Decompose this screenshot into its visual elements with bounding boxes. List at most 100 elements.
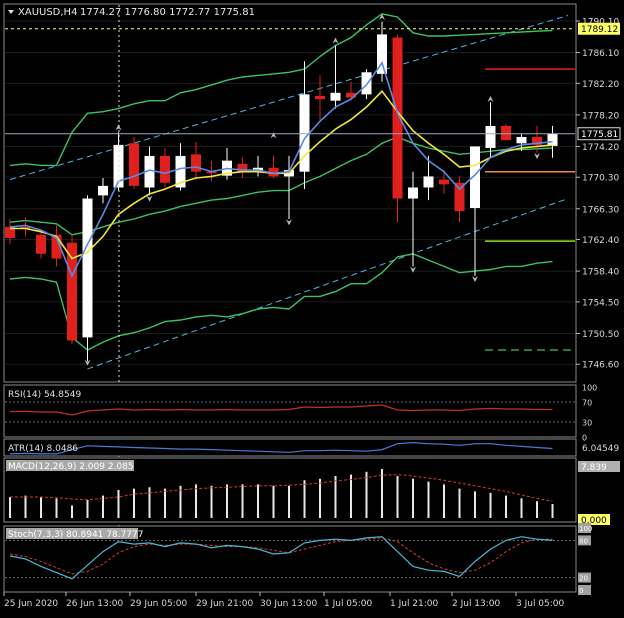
candle-bull — [485, 125, 496, 149]
candle-bear — [454, 182, 465, 212]
stoch-panel[interactable]: Stoch(7,3,3) 80.8941 78.7777 — [3, 525, 577, 593]
candle-bull — [361, 72, 372, 95]
candle-bear — [532, 136, 542, 145]
rsi-scale-label: 30 — [582, 419, 592, 428]
rsi-line — [5, 401, 575, 423]
fractal-down-arrow-icon — [146, 195, 153, 202]
candle-bear — [315, 95, 325, 100]
candle-bull — [299, 94, 310, 172]
time-tick-label: 26 Jun 13:00 — [66, 599, 123, 609]
rsi-title: RSI(14) 54.8549 — [8, 390, 81, 400]
candle-bull — [408, 187, 418, 199]
stoch-scale-label: 100 — [579, 525, 592, 533]
fractal-down-arrow-icon — [286, 219, 292, 226]
price-tick-label: 1782.20 — [582, 80, 619, 90]
macd-title: MACD(12,26,9) 2.009 2.085 — [8, 462, 134, 472]
atr-panel-frame — [3, 438, 577, 457]
candle-bull — [547, 133, 558, 146]
macd-panel[interactable]: MACD(12,26,9) 2.009 2.085 — [3, 457, 577, 523]
rsi-scale-label: 100 — [582, 384, 597, 393]
candle-bear — [36, 234, 46, 254]
time-tick-label: 1 Jul 21:00 — [390, 599, 439, 609]
candle-bear — [346, 92, 356, 98]
channel-line — [9, 14, 569, 181]
candle-bear — [392, 37, 403, 199]
time-axis[interactable]: 25 Jun 2020 26 Jun 13:00 29 Jun 05:00 29 Ju… — [3, 592, 565, 609]
regression-channel — [9, 14, 569, 370]
time-tick-label: 3 Jul 05:00 — [516, 599, 565, 609]
time-tick-label: 29 Jun 21:00 — [196, 599, 253, 609]
moving-averages — [9, 61, 553, 278]
bollinger-lower — [9, 253, 553, 351]
stoch-scale-label: 0 — [579, 587, 583, 595]
candle-bear — [439, 179, 449, 185]
candle-bear — [160, 155, 170, 183]
candle-bear — [501, 125, 511, 141]
macd-signal-line — [10, 474, 553, 502]
time-tick-label: 25 Jun 2020 — [4, 599, 58, 609]
atr-value-label: 6.04549 — [582, 444, 619, 454]
price-tick-label: 1746.60 — [582, 361, 619, 371]
macd-top-label: 7.839 — [581, 463, 607, 473]
price-tick-label: 1790.10 — [582, 17, 619, 27]
candle-bull — [144, 155, 155, 188]
price-axis[interactable]: 1790.10 1786.10 1782.20 1778.20 1774.20 1770.… — [576, 17, 621, 595]
price-tick-label: 1774.20 — [582, 143, 619, 153]
rsi-line-path — [10, 404, 553, 416]
macd-title-bg — [6, 460, 134, 471]
price-tick-label: 1766.30 — [582, 205, 619, 215]
price-tick-label: 1750.50 — [582, 330, 619, 340]
candle-bear — [191, 154, 201, 172]
fractal-down-arrow-icon — [534, 153, 540, 160]
candle-bull — [175, 155, 186, 188]
stoch-scale-badge — [578, 535, 591, 546]
bollinger-middle — [9, 136, 553, 236]
fractal-down-arrow-icon — [84, 359, 91, 366]
macd-top-badge — [578, 461, 620, 472]
bollinger-upper — [9, 13, 553, 167]
price-tick-label: 1778.20 — [582, 111, 619, 121]
fractal-down-arrow-icon — [472, 276, 478, 283]
rsi-scale-label: 0 — [582, 434, 587, 443]
candle-bull — [470, 146, 480, 208]
atr-panel[interactable]: ATR(14) 8.0486 — [3, 438, 577, 457]
candle-bear — [67, 242, 77, 341]
macd-zero-badge — [578, 514, 610, 525]
time-tick-label: 2 Jul 13:00 — [452, 599, 501, 609]
candle-bull — [330, 92, 341, 101]
price-tick-label: 1770.30 — [582, 174, 619, 184]
stoch-title-bg — [6, 528, 138, 539]
moving-average-fast — [9, 61, 553, 278]
candlesticks — [5, 21, 558, 362]
candle-bear — [51, 234, 62, 259]
time-tick-label: 30 Jun 13:00 — [260, 599, 317, 609]
price-tick-label: 1758.40 — [582, 268, 619, 278]
stoch-signal-line — [9, 537, 553, 575]
chart-header[interactable]: XAUUSD,H4 1774.27 1776.80 1772.77 1775.8… — [8, 7, 255, 18]
macd-histogram — [9, 469, 554, 518]
fractal-down-arrow-icon — [410, 266, 416, 273]
fractal-up-arrow-icon — [115, 124, 122, 131]
macd-zero-label: 0.000 — [581, 516, 607, 526]
price-tick-label: 1754.50 — [582, 298, 619, 308]
chart-menu-triangle-icon[interactable] — [8, 10, 14, 14]
candle-bull — [377, 34, 387, 74]
stochastic-lines — [5, 536, 575, 580]
stoch-scale-badge — [578, 572, 591, 583]
price-tick-label: 1786.10 — [582, 49, 619, 59]
fractal-up-arrow-icon — [270, 132, 277, 139]
bid-price-badge — [577, 127, 621, 141]
stoch-title: Stoch(7,3,3) 80.8941 78.7777 — [8, 530, 143, 540]
bollinger-bands — [9, 13, 553, 351]
channel-line — [87, 198, 569, 370]
fractal-up-arrow-icon — [487, 95, 494, 102]
stoch-scale-label: 20 — [579, 575, 588, 583]
rsi-panel[interactable]: RSI(14) 54.8549 — [3, 384, 577, 438]
main-price-panel[interactable]: XAUUSD,H4 1774.27 1776.80 1772.77 1775.8… — [3, 3, 577, 592]
atr-line — [9, 441, 553, 455]
candle-bull — [516, 136, 527, 144]
level-lines — [485, 68, 575, 351]
ask-price-label: 1789.12 — [581, 25, 618, 35]
